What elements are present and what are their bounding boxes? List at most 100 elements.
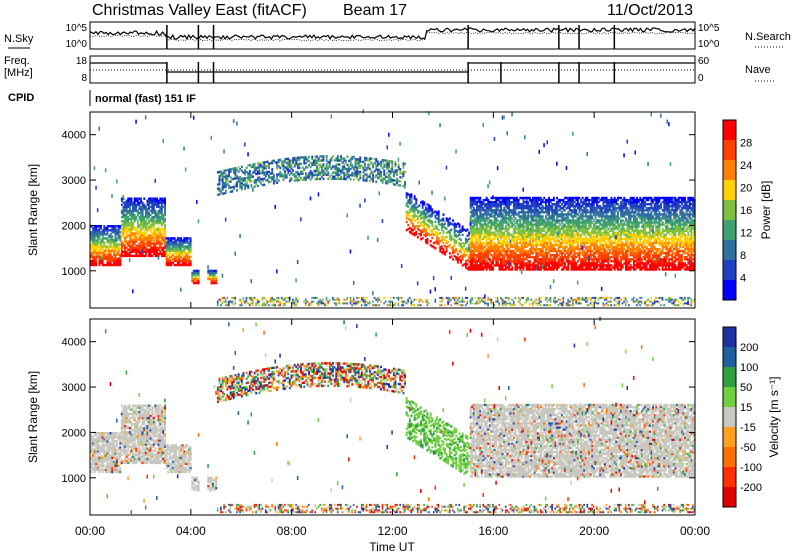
power-cell bbox=[230, 180, 232, 182]
power-cell bbox=[444, 253, 446, 255]
power-cell bbox=[374, 297, 376, 299]
power-cell bbox=[438, 210, 440, 212]
power-cell bbox=[215, 276, 217, 278]
power-cell bbox=[459, 297, 461, 299]
power-cell bbox=[220, 301, 222, 303]
power-cell bbox=[571, 304, 573, 306]
power-cell bbox=[515, 297, 517, 299]
power-cell bbox=[161, 224, 163, 226]
power-cell bbox=[547, 304, 549, 306]
power-cell bbox=[534, 301, 536, 303]
power-cell bbox=[425, 301, 427, 303]
power-cell bbox=[343, 166, 345, 168]
power-cell bbox=[227, 297, 229, 299]
power-cell bbox=[563, 297, 565, 299]
power-cell bbox=[446, 236, 448, 238]
power-cell bbox=[222, 274, 224, 278]
power-cell bbox=[387, 145, 389, 149]
power-cell bbox=[142, 250, 144, 254]
power-cell bbox=[246, 167, 248, 169]
power-cell bbox=[443, 297, 445, 299]
power-cell bbox=[511, 299, 513, 301]
power-cell bbox=[332, 299, 334, 301]
power-cell bbox=[411, 301, 413, 303]
power-cell bbox=[417, 218, 419, 220]
power-cell bbox=[491, 302, 493, 304]
power-cell bbox=[483, 123, 485, 127]
power-cell bbox=[414, 212, 416, 214]
power-cell bbox=[299, 179, 301, 181]
power-cell bbox=[319, 178, 321, 180]
power-cell bbox=[254, 185, 256, 187]
power-cell bbox=[407, 301, 409, 303]
power-cell bbox=[372, 304, 374, 306]
power-cell bbox=[444, 197, 446, 201]
power-cell bbox=[566, 304, 568, 306]
power-cell bbox=[239, 304, 241, 306]
power-cell bbox=[481, 299, 483, 301]
power-cell bbox=[361, 297, 363, 299]
power-cell bbox=[572, 301, 574, 303]
power-cell bbox=[431, 215, 433, 217]
power-cell bbox=[356, 301, 358, 303]
power-cell bbox=[315, 297, 317, 299]
power-cell bbox=[270, 299, 272, 301]
power-cell bbox=[443, 213, 445, 215]
power-cell bbox=[223, 150, 225, 154]
power-cell bbox=[219, 193, 221, 195]
power-cell bbox=[251, 297, 253, 299]
power-cell bbox=[443, 230, 445, 232]
power-cell bbox=[241, 188, 243, 190]
power-cell bbox=[255, 304, 257, 306]
power-cell bbox=[460, 304, 462, 306]
power-cell bbox=[294, 301, 296, 303]
power-cell bbox=[577, 299, 579, 301]
power-cell bbox=[350, 250, 352, 254]
power-cell bbox=[556, 162, 558, 166]
power-cell bbox=[463, 301, 465, 303]
power-cell bbox=[311, 301, 313, 303]
power-cell bbox=[241, 177, 243, 181]
power-cell bbox=[401, 304, 403, 306]
power-cell bbox=[183, 147, 185, 151]
power-cell bbox=[307, 166, 309, 168]
power-cell bbox=[412, 304, 414, 306]
power-cell bbox=[419, 181, 421, 185]
power-cell bbox=[329, 299, 331, 301]
power-cell bbox=[507, 297, 509, 299]
power-cell bbox=[462, 301, 464, 303]
power-cell bbox=[271, 304, 273, 306]
power-cell bbox=[495, 297, 497, 299]
power-cell bbox=[510, 262, 512, 264]
power-cell bbox=[246, 297, 248, 299]
power-cell bbox=[217, 302, 219, 304]
power-cell bbox=[417, 281, 419, 285]
power-cell bbox=[441, 304, 443, 306]
power-cell bbox=[310, 302, 312, 304]
power-cell bbox=[164, 206, 166, 208]
power-cell bbox=[375, 299, 377, 301]
power-cell bbox=[271, 297, 273, 299]
power-cell bbox=[505, 304, 507, 306]
power-cell bbox=[380, 165, 382, 167]
power-cell bbox=[375, 181, 377, 183]
power-cell bbox=[561, 304, 563, 306]
power-cell bbox=[513, 301, 515, 303]
power-cell bbox=[334, 302, 336, 304]
power-cell bbox=[412, 223, 414, 225]
power-cell bbox=[283, 304, 285, 306]
power-cell bbox=[548, 197, 550, 199]
power-cell bbox=[364, 302, 366, 304]
power-cell bbox=[510, 239, 512, 243]
power-cell bbox=[462, 234, 464, 236]
power-cell bbox=[395, 304, 397, 306]
power-cell bbox=[363, 301, 365, 303]
power-cell bbox=[359, 204, 361, 208]
power-cell bbox=[230, 170, 232, 172]
power-cell bbox=[284, 304, 286, 306]
power-cell bbox=[235, 252, 237, 256]
power-cell bbox=[275, 299, 277, 301]
power-cell bbox=[369, 301, 371, 303]
power-cell bbox=[164, 218, 166, 220]
power-cell bbox=[222, 178, 224, 180]
